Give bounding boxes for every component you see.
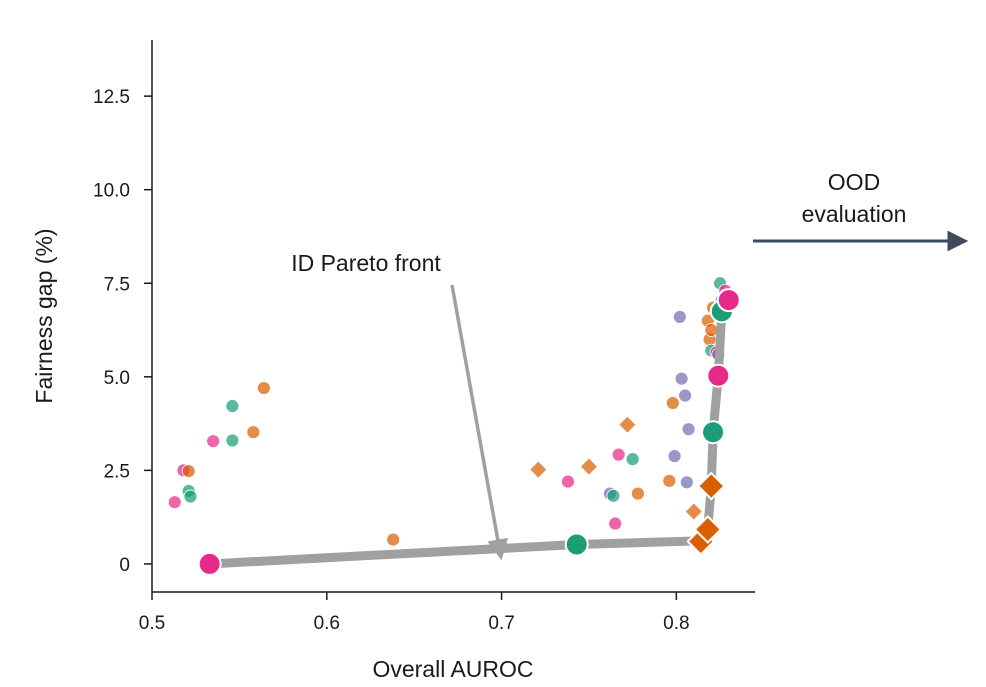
pareto-point-teal-circle [701,420,726,445]
model-point-orange-diamond [579,457,599,476]
pareto-front-label: ID Pareto front [291,250,441,276]
model-point-purple-circle [672,310,687,324]
model-point-teal-circle [225,399,240,413]
y-tick-label: 0 [119,555,130,576]
model-point-teal-circle [183,489,198,504]
x-axis-title: Overall AUROC [372,656,533,682]
model-point-orange-circle [256,381,271,395]
pareto-point-pink-circle [197,551,222,576]
axes: 0.5 0.6 0.7 0.8 0 2.5 5.0 7.5 10.0 12.5 [93,40,755,634]
front-points [197,288,741,576]
model-point-orange-circle [630,486,645,501]
pareto-point-pink-circle [716,288,741,313]
y-ticks: 0 2.5 5.0 7.5 10.0 12.5 [93,87,152,576]
model-point-orange-circle [181,464,196,479]
model-point-purple-circle [674,371,689,386]
pareto-point-pink-circle [706,363,731,388]
model-point-orange-circle [386,532,401,547]
model-point-pink-circle [167,495,182,510]
background-points [167,276,733,547]
x-tick-label: 0.5 [139,613,165,634]
y-tick-label: 5.0 [104,368,130,389]
x-tick-label: 0.6 [314,613,340,634]
model-point-pink-circle [561,474,575,489]
model-point-pink-circle [608,516,623,531]
x-ticks: 0.5 0.6 0.7 0.8 [139,592,690,634]
pareto-front-pointer-arrow [450,284,509,561]
model-point-purple-circle [678,388,692,403]
ood-evaluation-label-line2: evaluation [802,201,907,227]
model-point-teal-circle [625,452,640,467]
x-tick-label: 0.7 [488,613,514,634]
model-point-orange-circle [665,396,680,410]
y-tick-label: 10.0 [93,181,130,202]
model-point-purple-circle [667,449,682,464]
pareto-point-orange-diamond [696,471,726,501]
model-point-orange-circle [704,323,719,337]
y-tick-label: 7.5 [104,274,130,295]
model-point-orange-diamond [529,460,548,479]
model-point-teal-circle [225,433,240,448]
model-point-pink-circle [206,434,221,449]
pareto-point-orange-diamond [693,515,723,544]
x-tick-label: 0.8 [663,613,689,634]
model-point-orange-diamond [618,415,637,434]
model-point-purple-circle [679,475,694,490]
model-point-teal-circle [606,488,621,503]
ood-evaluation-label-line1: OOD [828,169,880,195]
pareto-front-line [205,295,734,569]
model-point-purple-circle [681,422,696,437]
model-point-pink-circle [611,447,626,462]
y-tick-label: 12.5 [93,87,130,108]
pareto-point-teal-circle [564,532,589,557]
model-point-orange-circle [246,425,261,440]
y-axis-title: Fairness gap (%) [31,228,57,403]
model-point-orange-circle [662,473,677,488]
y-tick-label: 2.5 [104,461,130,482]
model-point-orange-diamond [684,502,703,521]
